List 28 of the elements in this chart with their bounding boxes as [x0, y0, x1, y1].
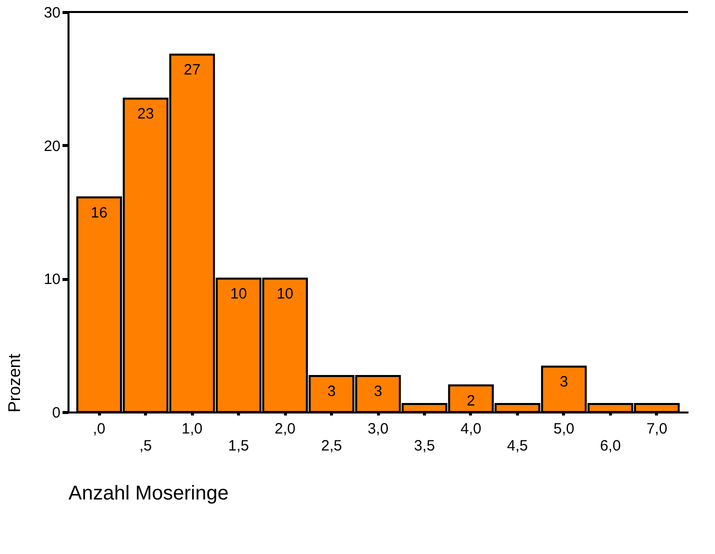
data-label: 2: [466, 392, 476, 410]
x-tick-label: 2,5: [321, 438, 342, 454]
x-tick-label: 7,0: [646, 420, 668, 438]
data-label: 3: [374, 383, 382, 400]
data-label: 3: [560, 374, 568, 391]
x-tick-label: 6,0: [600, 438, 621, 454]
y-axis-title: Prozent: [4, 354, 24, 412]
x-tick-label: 1,0: [182, 420, 203, 438]
y-tick-label: 30: [44, 4, 60, 22]
x-tick-label: 3,5: [414, 438, 435, 454]
y-tick-label: 20: [44, 138, 60, 155]
x-tick-label: 2,0: [274, 420, 296, 438]
x-tick-label: 4,0: [460, 420, 482, 438]
data-label: 10: [276, 286, 294, 303]
data-label: 23: [137, 106, 154, 123]
data-label: 3: [327, 383, 336, 400]
y-tick-label: 0: [52, 404, 60, 422]
data-label: 16: [90, 204, 108, 222]
data-label: 27: [184, 62, 200, 79]
x-axis-title: Anzahl Moseringe: [68, 482, 229, 504]
x-tick-label: 5,0: [553, 420, 574, 438]
x-tick-label: 4,5: [507, 438, 528, 454]
x-tick-label: 1,5: [228, 438, 249, 454]
x-tick-label: ,5: [139, 438, 152, 454]
x-tick-label: 3,0: [368, 420, 388, 438]
x-tick-label: ,0: [92, 420, 106, 438]
y-tick-label: 10: [44, 271, 60, 288]
data-label: 10: [230, 286, 247, 303]
